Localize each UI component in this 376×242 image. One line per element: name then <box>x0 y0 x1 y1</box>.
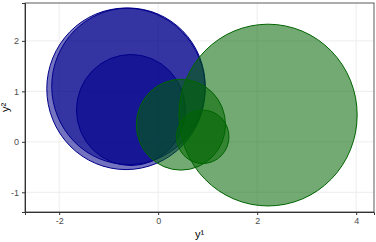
bubble <box>176 110 228 164</box>
marks <box>47 8 357 206</box>
grid-line <box>25 192 374 193</box>
tick: 0 <box>156 212 161 226</box>
tick: 2 <box>255 212 260 226</box>
tick: 4 <box>354 212 359 226</box>
tick-mark <box>257 212 258 215</box>
chart: -2 0 2 4 -1 0 1 2 y¹ y² <box>0 0 376 242</box>
tick-mark <box>22 192 25 193</box>
tick-mark <box>158 212 159 215</box>
tick-mark <box>59 212 60 215</box>
tick: 0 <box>14 137 25 147</box>
y-axis: -1 0 1 2 <box>11 4 26 213</box>
tick-label: 2 <box>14 36 19 46</box>
y-axis-title: y² <box>0 103 11 113</box>
x-axis: -2 0 2 4 <box>26 212 375 226</box>
tick-label: 4 <box>354 216 359 226</box>
tick: -2 <box>56 212 64 226</box>
tick: -1 <box>11 188 25 198</box>
tick: 2 <box>14 36 25 46</box>
tick-label: 2 <box>255 216 260 226</box>
tick-mark <box>22 142 25 143</box>
tick-mark <box>22 91 25 92</box>
tick-label: -2 <box>56 216 64 226</box>
axis-line <box>26 213 375 216</box>
tick-mark <box>22 41 25 42</box>
tick-mark <box>356 212 357 215</box>
tick-label: 1 <box>14 87 19 97</box>
panel-border <box>25 3 374 212</box>
tick-label: 0 <box>14 137 19 147</box>
x-axis-title: y¹ <box>195 228 205 240</box>
plot-background <box>25 3 374 212</box>
grid <box>25 3 374 212</box>
tick-label: -1 <box>11 188 19 198</box>
tick-label: 0 <box>156 216 161 226</box>
tick: 1 <box>14 87 25 97</box>
